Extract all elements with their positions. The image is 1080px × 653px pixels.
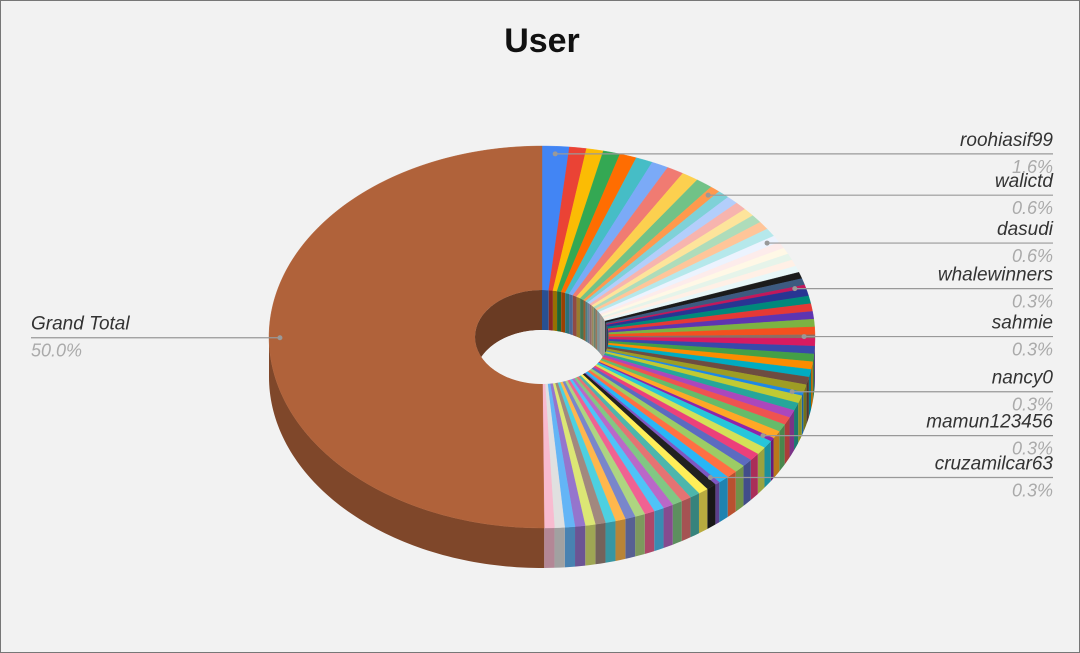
slice-inner-wall	[593, 307, 596, 349]
leader-dot	[801, 334, 807, 340]
slice-value-label: 50.0%	[31, 341, 82, 361]
slice-side	[764, 441, 771, 488]
slice-side	[615, 518, 626, 561]
slice-inner-wall	[595, 308, 598, 351]
slice-side	[770, 438, 774, 482]
slice-side	[707, 484, 716, 530]
leader-dot	[552, 151, 558, 157]
slice-side	[813, 346, 815, 394]
slice-label: mamun123456	[926, 412, 1053, 433]
slice-side	[564, 526, 576, 568]
leader-dot	[277, 335, 283, 341]
slice-side	[784, 417, 790, 465]
slice-value-label: 0.6%	[1012, 198, 1053, 218]
slice-side	[719, 477, 728, 523]
slice-inner-wall	[542, 290, 549, 331]
slice-inner-wall	[602, 316, 604, 359]
slice-side	[698, 489, 708, 534]
slice-side	[798, 395, 802, 444]
slice-side	[585, 524, 596, 566]
chart-title: User	[504, 22, 580, 60]
slice-inner-wall	[552, 290, 558, 332]
slice-label: nancy0	[992, 368, 1054, 389]
slice-inner-wall	[580, 298, 584, 341]
slice-label: Grand Total	[31, 314, 130, 335]
slice-side	[715, 482, 720, 525]
slice-label: whalewinners	[938, 265, 1054, 286]
slice-side	[269, 337, 545, 568]
slice-side	[544, 527, 555, 568]
slice-value-label: 0.3%	[1012, 395, 1053, 415]
slice-inner-wall	[565, 292, 570, 334]
leader-dot	[760, 433, 766, 439]
leader-dot	[789, 389, 795, 395]
slice-value-label: 0.6%	[1012, 246, 1053, 266]
slice-inner-wall	[583, 300, 586, 342]
slice-side	[663, 504, 673, 549]
leader-dot	[707, 475, 713, 481]
slice-label: walictd	[995, 171, 1055, 192]
slice-inner-wall	[589, 304, 592, 346]
slice-value-label: 0.3%	[1012, 481, 1053, 501]
slice-inner-wall	[600, 313, 602, 356]
slice-side	[808, 369, 812, 418]
slice-inner-wall	[557, 291, 562, 332]
slice-side	[779, 424, 785, 472]
slice-inner-wall	[604, 319, 606, 362]
slice-side	[625, 516, 636, 559]
slice-side	[801, 392, 804, 436]
slice-side	[811, 361, 813, 410]
slice-inner-wall	[572, 295, 577, 337]
slice-side	[635, 513, 645, 557]
slice-side	[605, 520, 616, 563]
slice-inner-wall	[576, 296, 581, 339]
slice-value-label: 0.3%	[1012, 340, 1053, 360]
slice-inner-wall	[475, 290, 542, 377]
slice-side	[690, 493, 699, 538]
slice-label: cruzamilcar63	[935, 454, 1054, 475]
slice-inner-wall	[601, 315, 603, 357]
slice-label: sahmie	[992, 313, 1053, 334]
slice-side	[757, 447, 765, 494]
slice-side	[803, 384, 807, 433]
slice-side	[806, 377, 809, 425]
slice-inner-wall	[585, 301, 588, 343]
slice-value-label: 1.6%	[1012, 157, 1053, 177]
slice-side	[773, 431, 780, 479]
slice-value-label: 0.3%	[1012, 292, 1053, 312]
leader-dot	[705, 192, 711, 198]
slice-label: dasudi	[997, 219, 1054, 240]
slice-inner-wall	[598, 312, 601, 354]
leader-dot	[792, 286, 798, 292]
slice-side	[554, 527, 565, 568]
slice-side	[681, 497, 691, 542]
hole-opening	[475, 330, 609, 384]
slice-side	[812, 353, 814, 402]
slice-side	[672, 501, 682, 545]
slice-side	[789, 410, 795, 458]
slice-side	[595, 522, 606, 565]
slice-inner-wall	[591, 305, 594, 348]
slice-side	[727, 471, 736, 518]
slice-inner-wall	[548, 290, 553, 331]
donut-hole	[475, 290, 609, 384]
slice-inner-wall	[597, 310, 599, 353]
slice-inner-wall	[561, 291, 566, 333]
slice-value-label: 0.3%	[1012, 439, 1053, 459]
slice-inner-wall	[603, 318, 605, 360]
slice-side	[575, 525, 586, 567]
slice-side	[743, 460, 751, 506]
slice-inner-wall	[569, 294, 573, 336]
slice-label: roohiasif99	[960, 130, 1053, 151]
slice-side	[794, 403, 799, 451]
leader-dot	[764, 240, 770, 246]
slice-side	[644, 511, 655, 554]
slice-side	[654, 508, 664, 552]
slice-inner-wall	[587, 302, 590, 345]
slice-side	[735, 465, 744, 512]
